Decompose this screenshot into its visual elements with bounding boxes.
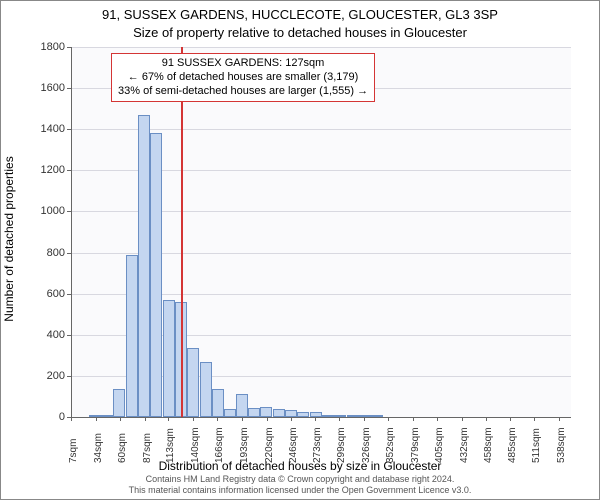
y-tick-label: 0: [15, 411, 65, 423]
x-tick: [242, 417, 243, 421]
y-tick: [67, 170, 71, 171]
y-axis-label: Number of detached properties: [2, 156, 16, 321]
x-tick: [315, 417, 316, 421]
y-tick: [67, 129, 71, 130]
y-tick-label: 1400: [15, 123, 65, 135]
histogram-bar: [113, 389, 125, 417]
y-tick: [67, 88, 71, 89]
histogram-bar: [212, 389, 224, 417]
x-tick: [510, 417, 511, 421]
histogram-bar: [260, 407, 272, 417]
chart-container: 91, SUSSEX GARDENS, HUCCLECOTE, GLOUCEST…: [0, 0, 600, 500]
y-tick: [67, 376, 71, 377]
x-tick: [267, 417, 268, 421]
x-tick: [364, 417, 365, 421]
annotation-box: 91 SUSSEX GARDENS: 127sqm ← 67% of detac…: [111, 53, 375, 102]
histogram-bar: [236, 394, 248, 417]
chart-title-line1: 91, SUSSEX GARDENS, HUCCLECOTE, GLOUCEST…: [1, 7, 599, 22]
x-tick: [193, 417, 194, 421]
y-tick-label: 1800: [15, 41, 65, 53]
x-tick: [462, 417, 463, 421]
footer-line2: This material contains information licen…: [1, 485, 599, 495]
annotation-line2: ← 67% of detached houses are smaller (3,…: [118, 71, 368, 85]
y-tick: [67, 253, 71, 254]
x-tick: [96, 417, 97, 421]
histogram-bar: [248, 408, 260, 417]
grid-line: [71, 47, 571, 48]
x-tick: [339, 417, 340, 421]
x-axis-line: [71, 417, 571, 418]
annotation-line1: 91 SUSSEX GARDENS: 127sqm: [118, 57, 368, 71]
x-tick: [388, 417, 389, 421]
x-tick: [413, 417, 414, 421]
reference-line: [181, 47, 183, 417]
annotation-line3: 33% of semi-detached houses are larger (…: [118, 85, 368, 99]
y-tick-label: 1600: [15, 82, 65, 94]
y-tick: [67, 294, 71, 295]
y-tick-label: 800: [15, 247, 65, 259]
chart-title-line2: Size of property relative to detached ho…: [1, 25, 599, 40]
x-tick: [120, 417, 121, 421]
y-tick-label: 600: [15, 288, 65, 300]
y-tick-label: 1000: [15, 205, 65, 217]
y-axis-line: [71, 47, 72, 417]
plot-area: [71, 47, 571, 417]
y-tick-label: 400: [15, 329, 65, 341]
y-tick-label: 1200: [15, 164, 65, 176]
x-tick: [291, 417, 292, 421]
histogram-bar: [200, 362, 212, 418]
histogram-bar: [163, 300, 175, 417]
chart-footer: Contains HM Land Registry data © Crown c…: [1, 474, 599, 495]
x-tick: [217, 417, 218, 421]
histogram-bar: [138, 115, 150, 417]
footer-line1: Contains HM Land Registry data © Crown c…: [1, 474, 599, 484]
histogram-bar: [224, 409, 236, 417]
y-tick: [67, 47, 71, 48]
histogram-bar: [187, 348, 199, 417]
y-tick: [67, 335, 71, 336]
x-tick: [437, 417, 438, 421]
x-tick: [486, 417, 487, 421]
x-tick: [168, 417, 169, 421]
x-tick: [71, 417, 72, 421]
y-tick-label: 200: [15, 370, 65, 382]
x-tick: [534, 417, 535, 421]
y-tick: [67, 211, 71, 212]
histogram-bar: [150, 133, 162, 417]
x-tick: [145, 417, 146, 421]
histogram-bar: [273, 409, 285, 417]
x-tick: [559, 417, 560, 421]
histogram-bar: [285, 410, 297, 417]
histogram-bar: [126, 255, 138, 417]
